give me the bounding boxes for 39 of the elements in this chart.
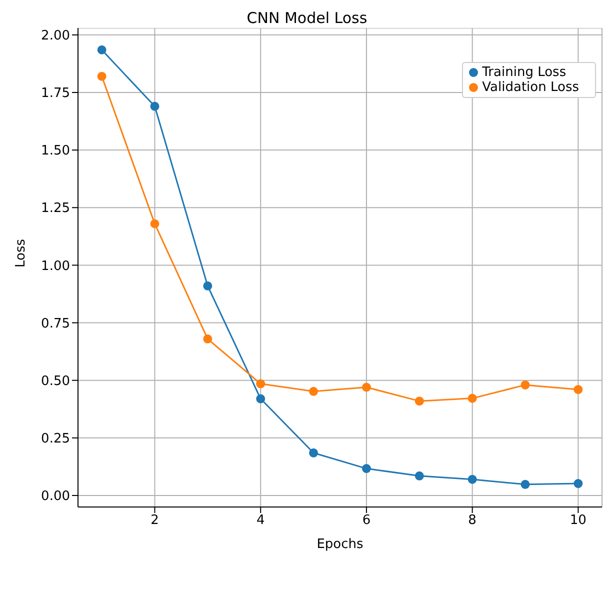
point [256,379,266,388]
x-tick-label: 2 [150,513,159,528]
point [362,464,371,474]
x-tick-label: 4 [256,513,265,528]
legend-label: Validation Loss [482,80,579,95]
legend-label: Training Loss [482,65,566,80]
point [574,385,583,394]
y-tick-label: 2.00 [41,28,70,44]
y-tick-label: 0.00 [41,489,70,504]
point [414,471,424,480]
y-tick-label: 0.75 [41,316,70,332]
x-axis-title: Epochs [316,537,364,552]
point [256,394,266,404]
x-tick-label: 10 [570,513,586,528]
point [150,219,160,228]
point [150,102,160,111]
y-tick-label: 1.00 [41,258,70,274]
point [203,334,212,344]
y-tick-label: 0.25 [41,432,70,447]
y-axis-title: Loss [14,238,29,268]
y-tick-label: 1.25 [41,201,70,216]
point [414,396,424,406]
point [468,474,477,484]
point [309,386,318,396]
y-tick-label: 1.50 [41,144,70,159]
point [203,281,212,290]
point [97,45,106,54]
point [362,382,371,392]
point [574,479,583,488]
point [309,448,318,458]
chart-title: CNN Model Loss [246,8,368,28]
y-tick-label: 1.75 [41,86,70,102]
y-tick-label: 0.50 [41,374,70,389]
point [520,380,530,390]
point [520,480,530,489]
x-tick-label: 8 [468,513,476,528]
x-tick-label: 6 [362,513,371,528]
point [468,394,477,403]
point [97,72,106,81]
